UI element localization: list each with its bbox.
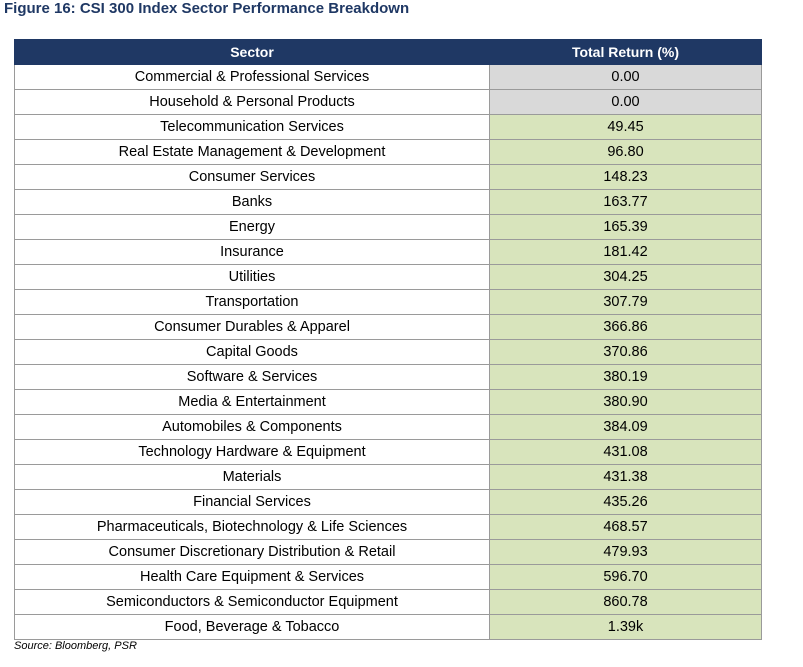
total-return-cell: 380.90 bbox=[489, 389, 762, 415]
total-return-cell: 431.08 bbox=[489, 439, 762, 465]
total-return-cell: 49.45 bbox=[489, 114, 762, 140]
sector-cell: Automobiles & Components bbox=[14, 414, 490, 440]
total-return-cell: 148.23 bbox=[489, 164, 762, 190]
table-row: Health Care Equipment & Services 596.70 bbox=[14, 564, 762, 590]
total-return-cell: 96.80 bbox=[489, 139, 762, 165]
total-return-cell: 307.79 bbox=[489, 289, 762, 315]
total-return-cell: 1.39k bbox=[489, 614, 762, 640]
sector-cell: Software & Services bbox=[14, 364, 490, 390]
table-row: Media & Entertainment 380.90 bbox=[14, 389, 762, 415]
total-return-cell: 431.38 bbox=[489, 464, 762, 490]
table-row: Household & Personal Products 0.00 bbox=[14, 89, 762, 115]
total-return-cell: 0.00 bbox=[489, 89, 762, 115]
total-return-cell: 0.00 bbox=[489, 64, 762, 90]
total-return-cell: 163.77 bbox=[489, 189, 762, 215]
total-return-cell: 479.93 bbox=[489, 539, 762, 565]
sector-cell: Banks bbox=[14, 189, 490, 215]
total-return-cell: 370.86 bbox=[489, 339, 762, 365]
sector-cell: Utilities bbox=[14, 264, 490, 290]
total-return-cell: 181.42 bbox=[489, 239, 762, 265]
total-return-cell: 366.86 bbox=[489, 314, 762, 340]
table-row: Banks 163.77 bbox=[14, 189, 762, 215]
sector-cell: Insurance bbox=[14, 239, 490, 265]
table-row: Transportation 307.79 bbox=[14, 289, 762, 315]
table-body: Commercial & Professional Services 0.00 Ho… bbox=[14, 64, 762, 640]
sector-cell: Technology Hardware & Equipment bbox=[14, 439, 490, 465]
column-header-total-return: Total Return (%) bbox=[489, 39, 762, 65]
total-return-cell: 165.39 bbox=[489, 214, 762, 240]
total-return-cell: 304.25 bbox=[489, 264, 762, 290]
sector-cell: Semiconductors & Semiconductor Equipment bbox=[14, 589, 490, 615]
sector-cell: Commercial & Professional Services bbox=[14, 64, 490, 90]
total-return-cell: 596.70 bbox=[489, 564, 762, 590]
sector-cell: Pharmaceuticals, Biotechnology & Life Sc… bbox=[14, 514, 490, 540]
table-row: Materials 431.38 bbox=[14, 464, 762, 490]
figure-title: Figure 16: CSI 300 Index Sector Performa… bbox=[4, 0, 410, 17]
sector-performance-table: Sector Total Return (%) Commercial & Pro… bbox=[14, 39, 762, 640]
table-row: Food, Beverage & Tobacco 1.39k bbox=[14, 614, 762, 640]
column-header-sector: Sector bbox=[14, 39, 490, 65]
sector-cell: Capital Goods bbox=[14, 339, 490, 365]
sector-cell: Consumer Durables & Apparel bbox=[14, 314, 490, 340]
sector-cell: Household & Personal Products bbox=[14, 89, 490, 115]
table-row: Insurance 181.42 bbox=[14, 239, 762, 265]
sector-cell: Financial Services bbox=[14, 489, 490, 515]
total-return-cell: 384.09 bbox=[489, 414, 762, 440]
table-row: Capital Goods 370.86 bbox=[14, 339, 762, 365]
table-row: Consumer Services 148.23 bbox=[14, 164, 762, 190]
table-row: Financial Services 435.26 bbox=[14, 489, 762, 515]
table-row: Semiconductors & Semiconductor Equipment… bbox=[14, 589, 762, 615]
table-row: Real Estate Management & Development 96.8… bbox=[14, 139, 762, 165]
sector-cell: Consumer Services bbox=[14, 164, 490, 190]
source-note: Source: Bloomberg, PSR bbox=[14, 640, 137, 652]
table-row: Utilities 304.25 bbox=[14, 264, 762, 290]
sector-cell: Energy bbox=[14, 214, 490, 240]
sector-cell: Telecommunication Services bbox=[14, 114, 490, 140]
table-header-row: Sector Total Return (%) bbox=[14, 39, 762, 65]
sector-cell: Media & Entertainment bbox=[14, 389, 490, 415]
table-row: Commercial & Professional Services 0.00 bbox=[14, 64, 762, 90]
table-row: Pharmaceuticals, Biotechnology & Life Sc… bbox=[14, 514, 762, 540]
total-return-cell: 435.26 bbox=[489, 489, 762, 515]
total-return-cell: 380.19 bbox=[489, 364, 762, 390]
sector-cell: Health Care Equipment & Services bbox=[14, 564, 490, 590]
sector-cell: Materials bbox=[14, 464, 490, 490]
table-row: Telecommunication Services 49.45 bbox=[14, 114, 762, 140]
table-row: Energy 165.39 bbox=[14, 214, 762, 240]
sector-cell: Transportation bbox=[14, 289, 490, 315]
total-return-cell: 468.57 bbox=[489, 514, 762, 540]
total-return-cell: 860.78 bbox=[489, 589, 762, 615]
table-row: Consumer Discretionary Distribution & Re… bbox=[14, 539, 762, 565]
table-row: Technology Hardware & Equipment 431.08 bbox=[14, 439, 762, 465]
sector-cell: Consumer Discretionary Distribution & Re… bbox=[14, 539, 490, 565]
sector-cell: Real Estate Management & Development bbox=[14, 139, 490, 165]
table-row: Software & Services 380.19 bbox=[14, 364, 762, 390]
table-row: Consumer Durables & Apparel 366.86 bbox=[14, 314, 762, 340]
table-row: Automobiles & Components 384.09 bbox=[14, 414, 762, 440]
sector-cell: Food, Beverage & Tobacco bbox=[14, 614, 490, 640]
